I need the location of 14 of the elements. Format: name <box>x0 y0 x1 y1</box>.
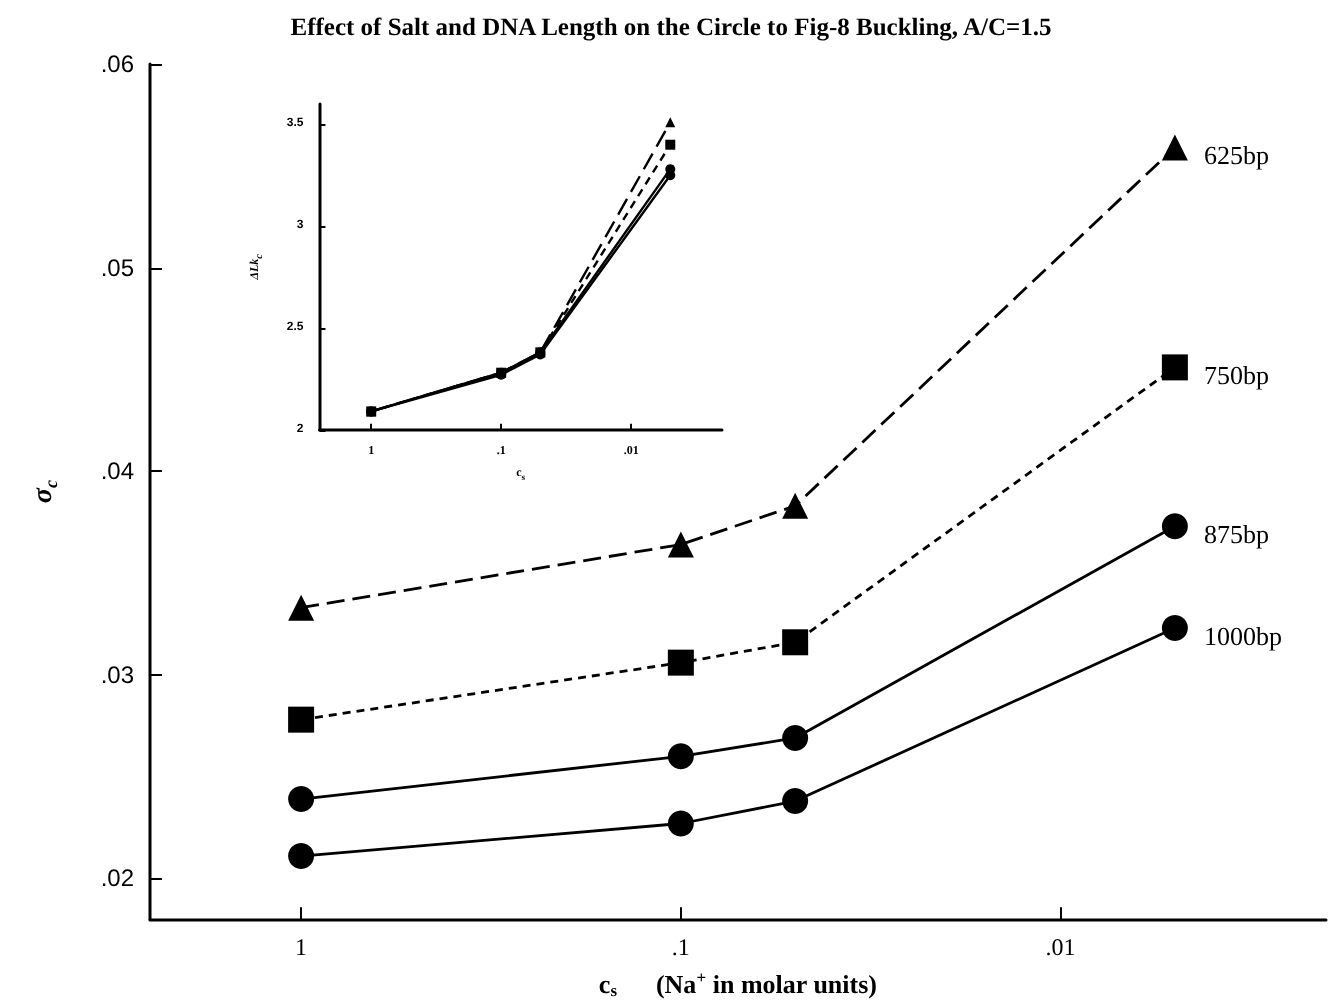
y-tick-label: .04 <box>100 457 135 486</box>
series-label: 750bp <box>1203 360 1269 391</box>
y-axis-title: σc <box>29 480 61 504</box>
y-tick-label: .05 <box>100 253 135 282</box>
x-tick-label: .1 <box>671 933 690 962</box>
y-tick-label: .06 <box>100 50 135 78</box>
series-label: 875bp <box>1203 519 1269 550</box>
y-tick-label: .03 <box>100 660 135 689</box>
chart-title: Effect of Salt and DNA Length on the Circle to Fig-8 Buckling, A/C=1.5 <box>290 13 1052 41</box>
x-tick-label: 1 <box>295 933 308 962</box>
series-label: 625bp <box>1203 140 1269 171</box>
x-tick-label: .01 <box>1045 933 1076 962</box>
series-label: 1000bp <box>1203 621 1282 652</box>
y-tick-label: .02 <box>100 864 135 893</box>
